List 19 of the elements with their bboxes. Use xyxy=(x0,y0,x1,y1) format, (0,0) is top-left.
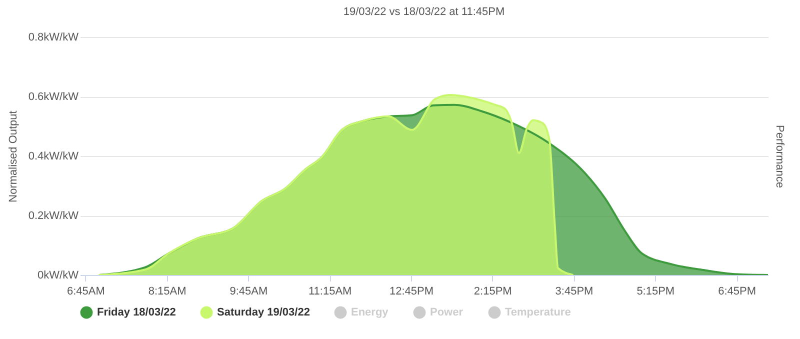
x-tick-label: 6:45AM xyxy=(66,286,105,298)
y-tick-label: 0kW/kW xyxy=(38,270,80,282)
x-tick-label: 11:15AM xyxy=(308,286,352,298)
x-tick-label: 2:15PM xyxy=(474,286,512,298)
legend-label: Friday 18/03/22 xyxy=(97,306,176,319)
y-tick-label: 0.2kW/kW xyxy=(28,210,80,222)
chart-title: 19/03/22 vs 18/03/22 at 11:45PM xyxy=(343,6,505,18)
x-tick-label: 9:45AM xyxy=(230,286,268,298)
x-tick-label: 6:45PM xyxy=(718,286,756,298)
x-tick-label: 3:45PM xyxy=(555,286,594,298)
x-tick-label: 5:15PM xyxy=(636,286,675,298)
y-tick-label: 0.6kW/kW xyxy=(28,91,80,103)
y2-axis-title: Performance xyxy=(774,125,786,188)
legend-label: Saturday 19/03/22 xyxy=(217,306,310,319)
y-tick-label: 0.4kW/kW xyxy=(28,150,80,162)
y-tick-label: 0.8kW/kW xyxy=(28,32,80,44)
x-tick-label: 12:45PM xyxy=(389,286,434,298)
y-axis-title: Normalised Output xyxy=(7,110,20,202)
x-tick-label: 8:15AM xyxy=(148,286,186,298)
